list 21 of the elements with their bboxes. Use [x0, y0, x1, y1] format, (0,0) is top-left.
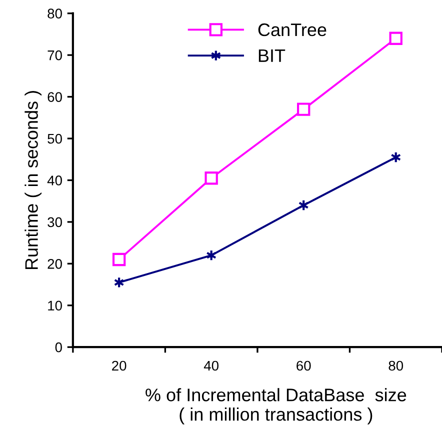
x-tick-label: 80 — [388, 360, 404, 371]
y-tick-label: 40 — [47, 176, 62, 186]
point — [297, 102, 310, 116]
x-tick-label: 60 — [296, 360, 311, 371]
y-axis-title: Runtime ( in seconds ) — [24, 91, 42, 270]
legend-label: BIT — [258, 49, 286, 62]
y-tick-label: 0 — [55, 342, 62, 352]
point — [204, 172, 218, 185]
x-tick-label: 40 — [204, 360, 219, 371]
y-tick-label: 50 — [48, 134, 62, 144]
x-tick-label: 20 — [112, 360, 126, 371]
point — [112, 252, 126, 266]
legend-label: CanTree — [258, 23, 326, 36]
point — [389, 32, 402, 45]
x-axis-title: % of Incremental DataBase size ( in million transactions ) — [146, 388, 406, 424]
y-tick-label: 20 — [48, 258, 62, 269]
y-tick-label: 30 — [48, 217, 62, 228]
y-tick-label: 10 — [48, 300, 62, 311]
y-tick-label: 60 — [48, 92, 62, 102]
y-tick-label: 80 — [48, 8, 62, 19]
y-tick-label: 70 — [48, 50, 62, 60]
